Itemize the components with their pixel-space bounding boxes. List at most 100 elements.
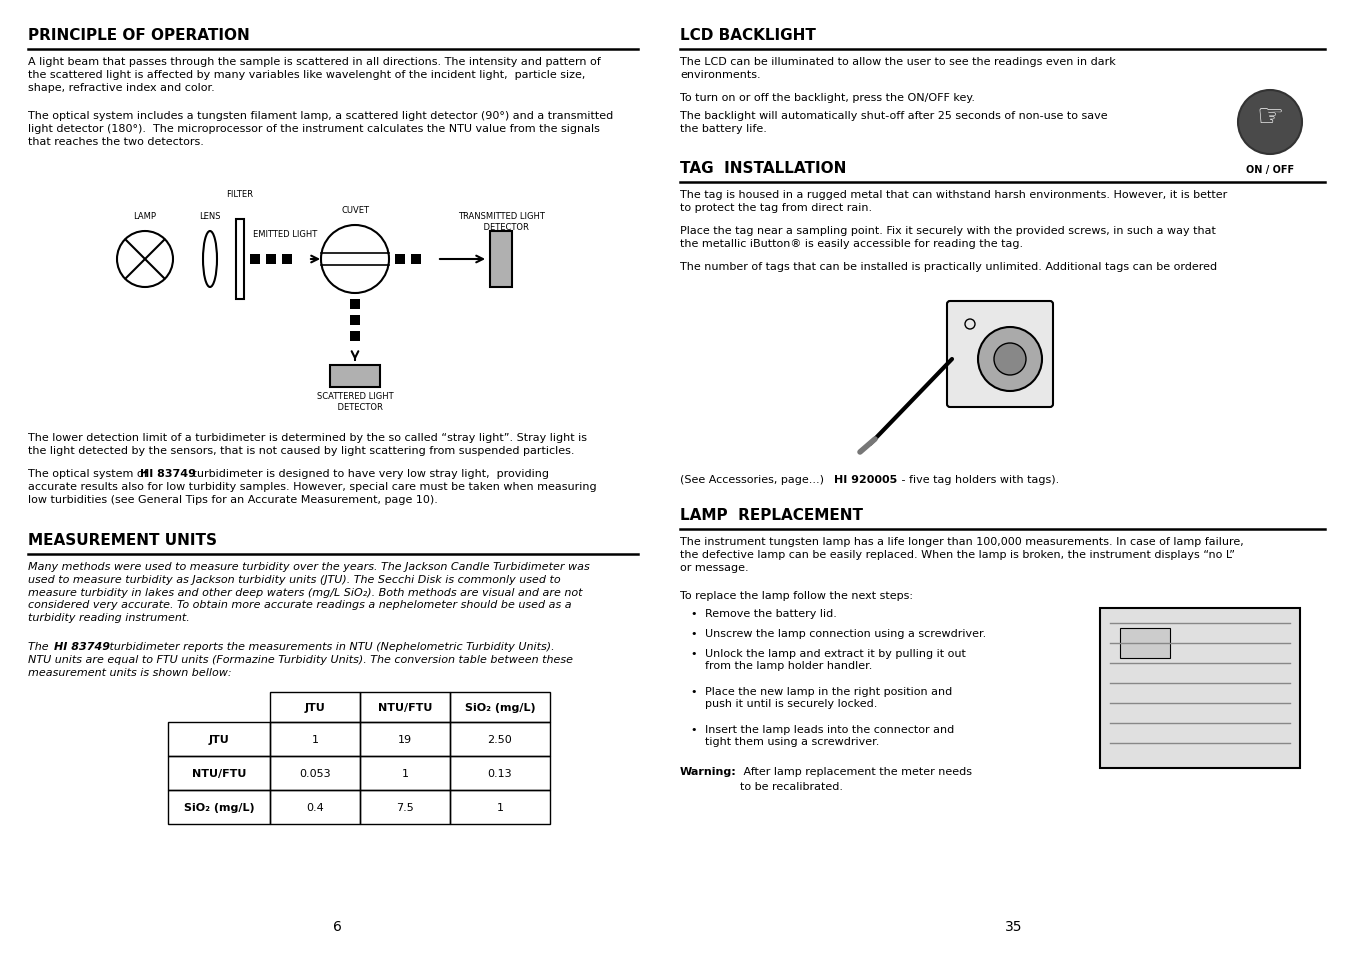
Bar xyxy=(394,254,405,265)
Text: 0.4: 0.4 xyxy=(307,802,324,812)
Text: Place the new lamp in the right position and
push it until is securely locked.: Place the new lamp in the right position… xyxy=(705,686,952,708)
Bar xyxy=(1120,628,1170,659)
Text: LAMP: LAMP xyxy=(134,212,157,221)
Text: TRANSMITTED LIGHT
    DETECTOR: TRANSMITTED LIGHT DETECTOR xyxy=(458,212,544,233)
Text: accurate results also for low turbidity samples. However, special care must be t: accurate results also for low turbidity … xyxy=(28,481,597,492)
Bar xyxy=(266,254,276,265)
Text: •: • xyxy=(690,724,697,734)
Text: Unlock the lamp and extract it by pulling it out
from the lamp holder handler.: Unlock the lamp and extract it by pullin… xyxy=(705,648,966,670)
Text: Place the tag near a sampling point. Fix it securely with the provided screws, i: Place the tag near a sampling point. Fix… xyxy=(680,226,1216,249)
Bar xyxy=(270,692,359,722)
Bar xyxy=(270,722,359,757)
Text: LENS: LENS xyxy=(199,212,220,221)
Text: Warning:: Warning: xyxy=(680,766,736,776)
Bar xyxy=(411,254,422,265)
Text: FILTER: FILTER xyxy=(227,190,254,199)
Bar xyxy=(359,790,450,824)
Text: NTU/FTU: NTU/FTU xyxy=(192,768,246,779)
Text: Unscrew the lamp connection using a screwdriver.: Unscrew the lamp connection using a scre… xyxy=(705,628,986,639)
Text: •: • xyxy=(690,648,697,659)
Text: A light beam that passes through the sample is scattered in all directions. The : A light beam that passes through the sam… xyxy=(28,57,601,92)
Text: SiO₂ (mg/L): SiO₂ (mg/L) xyxy=(465,702,535,712)
Bar xyxy=(450,757,550,790)
Bar xyxy=(168,757,270,790)
Text: ☞: ☞ xyxy=(1256,103,1283,132)
Text: The backlight will automatically shut-off after 25 seconds of non-use to save
th: The backlight will automatically shut-of… xyxy=(680,111,1108,133)
Text: After lamp replacement the meter needs: After lamp replacement the meter needs xyxy=(740,766,971,776)
Text: - five tag holders with tags).: - five tag holders with tags). xyxy=(898,475,1059,484)
Text: •: • xyxy=(690,686,697,697)
Text: •: • xyxy=(690,628,697,639)
Circle shape xyxy=(1238,91,1302,154)
Text: The optical system of: The optical system of xyxy=(28,469,151,478)
Text: JTU: JTU xyxy=(304,702,326,712)
Text: NTU/FTU: NTU/FTU xyxy=(378,702,432,712)
Text: •: • xyxy=(690,608,697,618)
Text: JTU: JTU xyxy=(208,734,230,744)
Text: EMITTED LIGHT: EMITTED LIGHT xyxy=(253,230,317,239)
Text: 0.13: 0.13 xyxy=(488,768,512,779)
Text: The: The xyxy=(28,641,53,651)
Text: SiO₂ (mg/L): SiO₂ (mg/L) xyxy=(184,802,254,812)
Text: HI 920005: HI 920005 xyxy=(834,475,897,484)
Text: Remove the battery lid.: Remove the battery lid. xyxy=(705,608,836,618)
Bar xyxy=(250,254,259,265)
Text: 1: 1 xyxy=(312,734,319,744)
Bar xyxy=(168,790,270,824)
Text: SCATTERED LIGHT
    DETECTOR: SCATTERED LIGHT DETECTOR xyxy=(316,392,393,412)
Bar xyxy=(270,757,359,790)
Circle shape xyxy=(994,344,1025,375)
Text: NTU units are equal to FTU units (Formazine Turbidity Units). The conversion tab: NTU units are equal to FTU units (Formaz… xyxy=(28,655,573,664)
Text: HI 83749: HI 83749 xyxy=(141,469,196,478)
Text: The optical system includes a tungsten filament lamp, a scattered light detector: The optical system includes a tungsten f… xyxy=(28,111,613,147)
Bar xyxy=(330,366,380,388)
Text: turbidimeter reports the measurements in NTU (Nephelometric Turbidity Units).: turbidimeter reports the measurements in… xyxy=(105,641,555,651)
Bar xyxy=(359,757,450,790)
Bar xyxy=(350,315,359,326)
Text: CUVET: CUVET xyxy=(340,206,369,214)
Text: Many methods were used to measure turbidity over the years. The Jackson Candle T: Many methods were used to measure turbid… xyxy=(28,561,590,622)
Text: PRINCIPLE OF OPERATION: PRINCIPLE OF OPERATION xyxy=(28,28,250,43)
Text: The LCD can be illuminated to allow the user to see the readings even in dark
en: The LCD can be illuminated to allow the … xyxy=(680,57,1116,80)
Bar xyxy=(270,790,359,824)
Text: 2.50: 2.50 xyxy=(488,734,512,744)
Text: to be recalibrated.: to be recalibrated. xyxy=(740,781,843,791)
Text: low turbidities (see General Tips for an Accurate Measurement, page 10).: low turbidities (see General Tips for an… xyxy=(28,495,438,504)
Bar xyxy=(490,232,512,288)
Bar xyxy=(359,692,450,722)
Text: 1: 1 xyxy=(401,768,408,779)
Text: TAG  INSTALLATION: TAG INSTALLATION xyxy=(680,161,846,175)
Bar xyxy=(168,722,270,757)
Text: 35: 35 xyxy=(1005,919,1021,933)
Bar xyxy=(236,220,245,299)
Text: LAMP  REPLACEMENT: LAMP REPLACEMENT xyxy=(680,507,863,522)
Text: 7.5: 7.5 xyxy=(396,802,413,812)
Bar xyxy=(450,692,550,722)
Circle shape xyxy=(978,328,1042,392)
Text: The lower detection limit of a turbidimeter is determined by the so called “stra: The lower detection limit of a turbidime… xyxy=(28,433,586,456)
Text: Insert the lamp leads into the connector and
tight them using a screwdriver.: Insert the lamp leads into the connector… xyxy=(705,724,954,746)
Bar xyxy=(1100,608,1300,768)
Text: The instrument tungsten lamp has a life longer than 100,000 measurements. In cas: The instrument tungsten lamp has a life … xyxy=(680,537,1244,572)
Text: 0.053: 0.053 xyxy=(299,768,331,779)
Bar xyxy=(350,299,359,310)
Text: LCD BACKLIGHT: LCD BACKLIGHT xyxy=(680,28,816,43)
Text: To replace the lamp follow the next steps:: To replace the lamp follow the next step… xyxy=(680,590,913,600)
FancyBboxPatch shape xyxy=(947,302,1052,408)
Text: HI 83749: HI 83749 xyxy=(54,641,109,651)
Text: measurement units is shown bellow:: measurement units is shown bellow: xyxy=(28,667,231,678)
Bar xyxy=(282,254,292,265)
Bar xyxy=(359,722,450,757)
Text: The number of tags that can be installed is practically unlimited. Additional ta: The number of tags that can be installed… xyxy=(680,262,1217,272)
Bar xyxy=(450,790,550,824)
Text: turbidimeter is designed to have very low stray light,  providing: turbidimeter is designed to have very lo… xyxy=(189,469,549,478)
Text: MEASUREMENT UNITS: MEASUREMENT UNITS xyxy=(28,533,218,547)
Text: To turn on or off the backlight, press the ON/OFF key.: To turn on or off the backlight, press t… xyxy=(680,92,975,103)
Text: 1: 1 xyxy=(497,802,504,812)
Bar xyxy=(450,722,550,757)
Text: ON / OFF: ON / OFF xyxy=(1246,165,1294,174)
Text: (See Accessories, page...): (See Accessories, page...) xyxy=(680,475,828,484)
Text: 6: 6 xyxy=(334,919,342,933)
Bar xyxy=(350,332,359,341)
Text: The tag is housed in a rugged metal that can withstand harsh environments. Howev: The tag is housed in a rugged metal that… xyxy=(680,190,1227,213)
